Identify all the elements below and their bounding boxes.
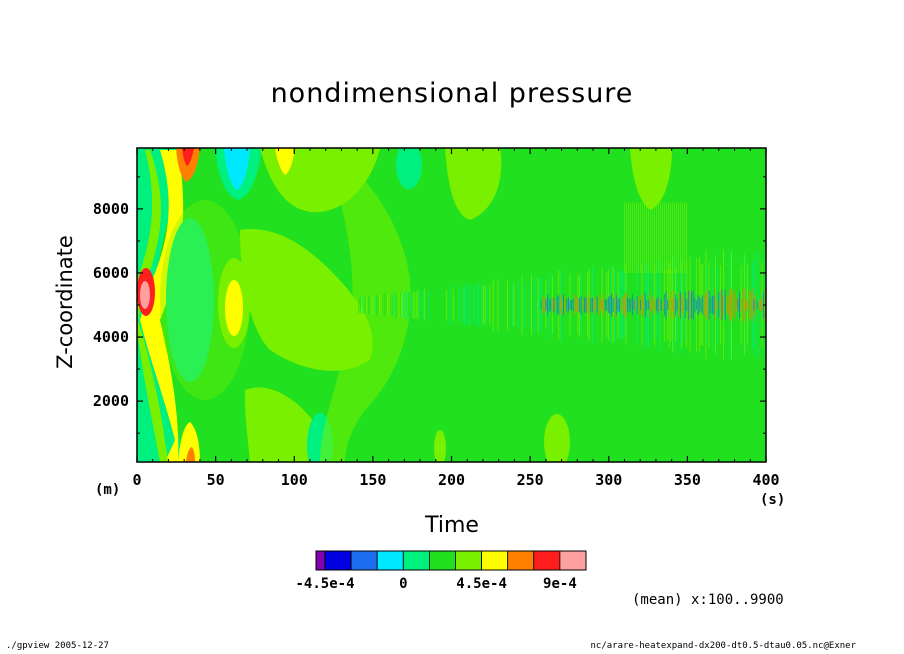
colorbar-cell: [533, 550, 561, 571]
colorbar-cell: [402, 550, 430, 571]
colorbar-cell: [324, 550, 352, 571]
colorbar-frame: [315, 550, 587, 571]
footer-right: nc/arare-heatexpand-dx200-dt0.5-dtau0.05…: [590, 641, 856, 651]
contour-yellow-top-90: [275, 148, 295, 175]
y-tick-label: 6000: [93, 264, 129, 282]
x-tick-label: 250: [517, 471, 544, 489]
colorbar-cell: [350, 550, 378, 571]
x-tick-label: 350: [674, 471, 701, 489]
colorbar-cell: [428, 550, 456, 571]
contour-bottom-yellow: [178, 422, 200, 462]
contour-top-red-core: [182, 148, 194, 166]
y-tick-label: 8000: [93, 200, 129, 218]
colorbar-tick-label: 0: [399, 576, 408, 592]
contour-light-150: [320, 170, 411, 462]
footer-left: ./gpview 2005-12-27: [6, 641, 109, 651]
colorbar-tick-label: -4.5e-4: [295, 576, 355, 592]
contour-yellow-mid-60: [225, 280, 243, 336]
contour-teal-low: [166, 218, 214, 382]
contour-light-bottom-265: [544, 414, 570, 462]
colorbar-tick-label: 4.5e-4: [456, 576, 507, 592]
colorbar-cell: [455, 550, 483, 571]
colorbar-cell: [559, 550, 587, 571]
contour-light-top-210: [445, 148, 502, 220]
contour-light-top-330: [630, 148, 672, 210]
contour-bottom-orange: [186, 447, 195, 462]
x-axis-label: Time: [425, 513, 479, 538]
y-tick-label: 2000: [93, 392, 129, 410]
x-tick-label: 200: [438, 471, 465, 489]
x-tick-label: 400: [752, 471, 779, 489]
colorbar-cell: [507, 550, 535, 571]
colorbar-tick-label: 9e-4: [543, 576, 577, 592]
colorbar-cell: [481, 550, 509, 571]
contour-pink-peak: [140, 281, 150, 309]
x-tick-label: 50: [207, 471, 225, 489]
x-tick-label: 150: [359, 471, 386, 489]
contour-teal-top-175: [396, 148, 422, 189]
x-axis: 0 50 100 150 200 250 300 350 400: [132, 148, 780, 489]
x-axis-unit: (m): [95, 482, 121, 498]
contour-light-left: [137, 150, 168, 462]
chart-title: nondimensional pressure: [270, 78, 634, 109]
x-tick-label: 0: [132, 471, 141, 489]
y-tick-label: 4000: [93, 328, 129, 346]
contour-cyan-top: [224, 148, 250, 190]
contour-light-bottom-190: [434, 430, 446, 462]
x-tick-label: 300: [595, 471, 622, 489]
y-axis-unit: (s): [760, 492, 786, 508]
contour-light-around-low: [160, 200, 250, 400]
colorbar-cell: [315, 550, 326, 571]
mean-annotation: (mean) x:100..9900: [632, 592, 784, 608]
x-tick-label: 100: [281, 471, 308, 489]
contour-light-100-mid: [240, 229, 373, 371]
contour-yellow-left: [140, 150, 184, 462]
oscillation-band: [356, 202, 766, 365]
colorbar-cell: [376, 550, 404, 571]
y-axis: 2000 4000 6000 8000: [93, 176, 766, 434]
